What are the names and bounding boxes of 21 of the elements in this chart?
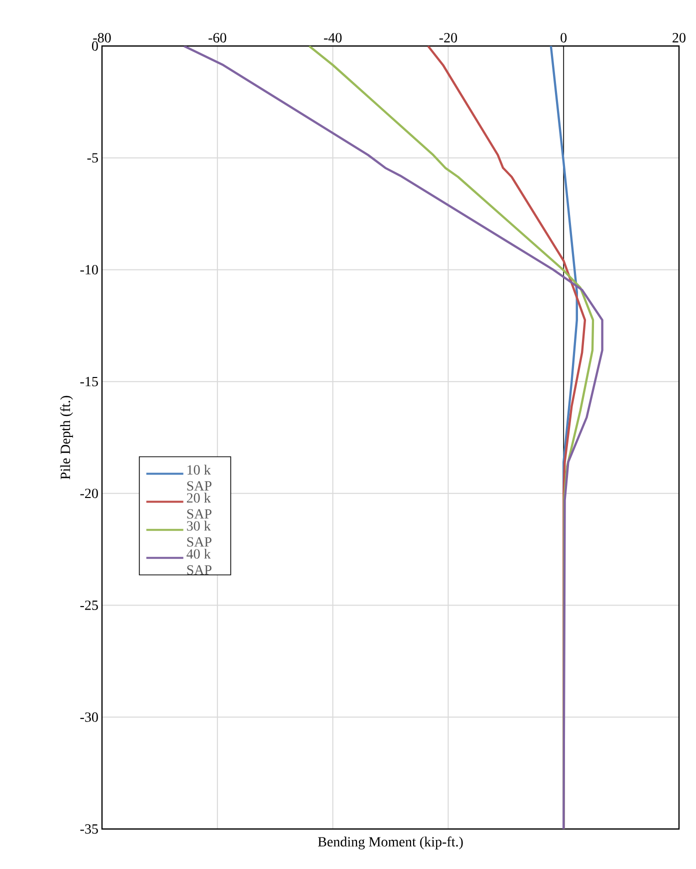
y-tick-label: -35 (80, 824, 98, 834)
x-tick-label: -60 (208, 33, 226, 42)
y-tick-label: -30 (80, 712, 98, 722)
legend-label: 20 k SAP (186, 492, 212, 519)
y-tick-label: -5 (87, 153, 98, 163)
x-tick-label: -80 (93, 33, 111, 42)
y-tick-label: -25 (80, 600, 98, 610)
x-tick-label: 20 (672, 33, 686, 42)
x-tick-label: -40 (324, 33, 342, 42)
y-tick-label: 0 (92, 41, 98, 51)
legend-label: 30 k SAP (186, 520, 212, 547)
x-axis-title: Bending Moment (kip-ft.) (318, 836, 463, 850)
line-series (182, 46, 604, 829)
legend-label: 10 k SAP (187, 464, 212, 491)
y-axis-title: Pile Depth (ft.) (60, 396, 73, 480)
y-tick-label: -20 (80, 488, 98, 498)
y-tick-label: -10 (80, 264, 98, 274)
legend-label: 40 k SAP (186, 548, 212, 575)
y-tick-label: -15 (80, 376, 98, 386)
x-tick-label: -20 (439, 33, 457, 42)
x-tick-label: 0 (560, 33, 567, 42)
